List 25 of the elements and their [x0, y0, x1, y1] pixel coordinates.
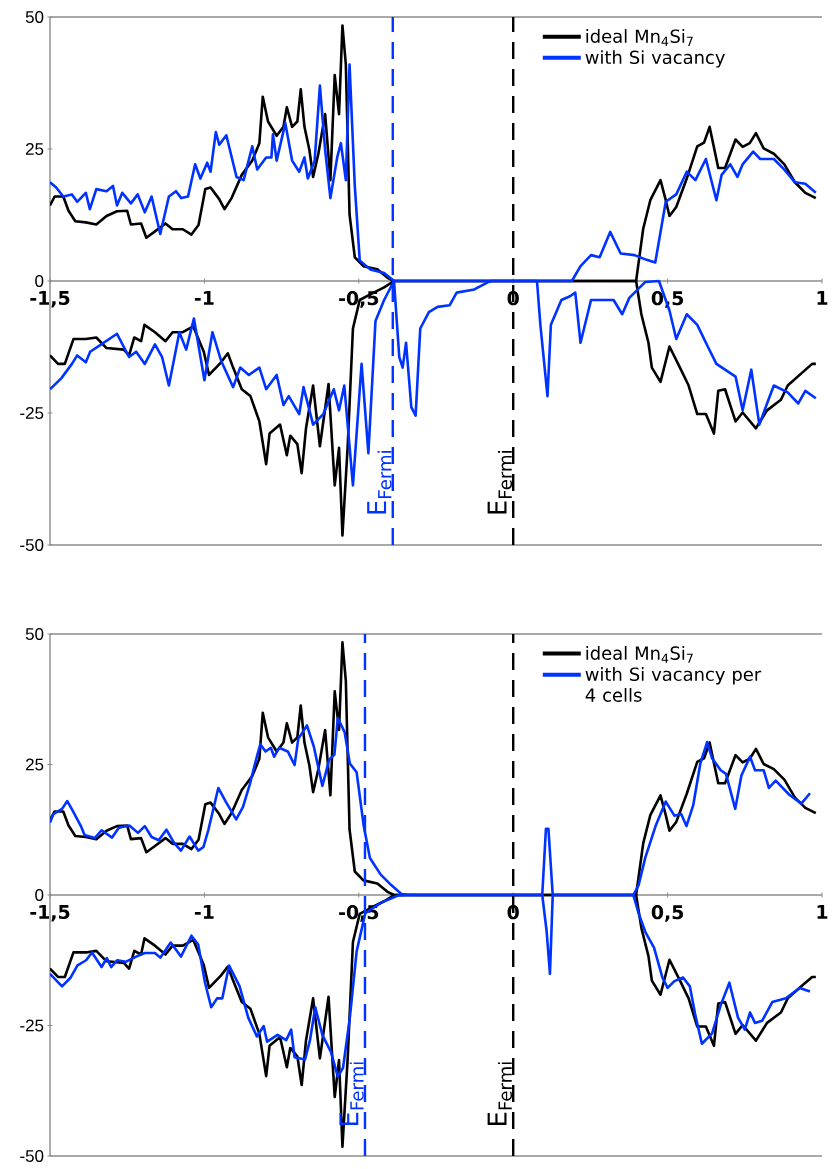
ref-line-label: E$_{Fermi}$: [487, 451, 512, 514]
y-tick-label: -50: [20, 1150, 44, 1162]
x-tick-label: -1,5: [30, 291, 70, 308]
x-tick-label: 1: [817, 905, 828, 919]
legend-label: with Si vacancy per 4 cells: [585, 667, 762, 702]
y-tick-label: -25: [20, 1019, 44, 1032]
legend-label: ideal Mn$_{4}$Si$_{7}$: [586, 646, 693, 663]
x-tick-label: -1: [194, 291, 214, 305]
ref-line-label: E$_{Fermi}$: [367, 451, 392, 514]
y-tick-label: -50: [20, 538, 44, 551]
x-tick-label: 1: [817, 291, 828, 305]
y-tick-label: 0: [35, 889, 44, 901]
y-tick-label: 25: [26, 758, 44, 771]
ref-line-label: E$_{Fermi}$: [487, 1062, 512, 1125]
legend-label: ideal Mn$_{4}$Si$_{7}$: [586, 29, 693, 46]
x-tick-label: -1,5: [30, 905, 70, 922]
y-tick-label: 50: [25, 628, 44, 640]
y-tick-label: 50: [25, 10, 44, 23]
x-tick-label: -1: [194, 905, 214, 919]
y-tick-label: 0: [35, 274, 44, 287]
ref-line-label: E$_{Fermi}$: [339, 1062, 364, 1125]
x-tick-label: 0,5: [651, 905, 684, 922]
y-tick-label: -25: [20, 406, 44, 419]
legend-label: with Si vacancy: [585, 50, 725, 68]
y-tick-label: 25: [26, 142, 44, 155]
